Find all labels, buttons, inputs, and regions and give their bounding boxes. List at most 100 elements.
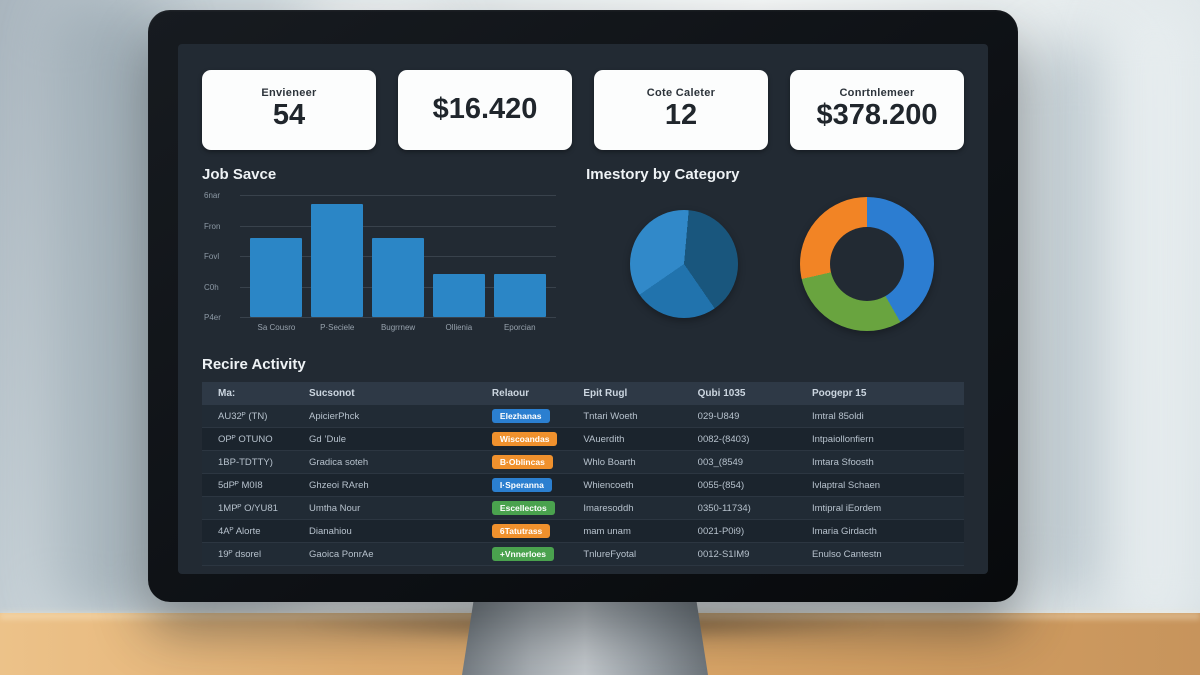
- table-row[interactable]: 19ᴾ dsorel Gaoica PonrAe +Vnnerloes TnlureF…: [202, 542, 964, 566]
- cell-epit: Whlo Boarth: [583, 456, 636, 468]
- cell-sucsonot: Ghzeoi RAreh: [309, 479, 369, 491]
- activity-table-body: AU32ᴾ (TN) ApicierPhck Elezhanas Tntari Woe…: [202, 405, 964, 566]
- cell-poogepr: Intpaiollonfiern: [811, 433, 874, 445]
- status-badge: Escellectos: [491, 501, 555, 515]
- status-badge: +Vnnerloes: [491, 547, 554, 561]
- column-header-1[interactable]: Ma:: [202, 382, 302, 405]
- table-row[interactable]: 5dPᴾ M0I8 Ghzeoi RAreh I·Speranna Whiencoet…: [202, 473, 964, 497]
- gridline: 6nar: [204, 191, 557, 200]
- cell-epit: Tntari Woeth: [583, 410, 638, 422]
- bar-plot: 6nar Fron Fovl C0h P4er: [204, 191, 557, 322]
- bar: [432, 274, 485, 317]
- y-tick-label: C0h: [204, 282, 219, 292]
- cell-epit: mam unam: [583, 525, 631, 537]
- kpi-value: $16.420: [432, 93, 538, 126]
- charts-row: Job Savce 6nar Fron Fovl C0h P4er Sa Cousro P…: [202, 166, 964, 338]
- cell-ma: 19ᴾ dsorel: [218, 548, 262, 560]
- y-tick-label: Fron: [204, 221, 221, 231]
- background-blur-shape: [1030, 40, 1120, 600]
- activity-table-title: Recire Activity: [202, 356, 306, 373]
- cell-badge: +Vnnerloes: [484, 543, 575, 566]
- kpi-value: $378.200: [816, 99, 938, 132]
- bar-chart-section: Job Savce 6nar Fron Fovl C0h P4er Sa Cousro P…: [202, 166, 560, 338]
- cell-qubi: 029-U849: [697, 410, 740, 422]
- kpi-row: Envieneer 54 $16.420 Cote Caleter 12 Con…: [202, 70, 964, 150]
- cell-ma: 4Aᴾ Alorte: [218, 525, 261, 537]
- kpi-card-cote-caleter: Cote Caleter 12: [594, 70, 768, 150]
- cell-badge: Elezhanas: [484, 405, 575, 428]
- kpi-label: Envieneer: [261, 87, 317, 100]
- cell-epit: Whiencoeth: [583, 479, 634, 491]
- table-row[interactable]: 4Aᴾ Alorte Dianahiou 6Tatutrass mam unam 002…: [202, 519, 964, 543]
- table-row[interactable]: AU32ᴾ (TN) ApicierPhck Elezhanas Tntari Woe…: [202, 405, 964, 428]
- cell-epit: Imaresoddh: [583, 502, 634, 514]
- activity-table-head: Ma: Sucsonot Relaour Epit Rugl Qubi 1035 Poog…: [202, 382, 964, 405]
- cell-sucsonot: Dianahiou: [309, 525, 352, 537]
- table-row[interactable]: OPᴾ OTUNO Gd ’Dule Wiscoandas VAuerdith 0082…: [202, 427, 964, 451]
- cell-epit: TnlureFyotal: [583, 548, 637, 560]
- monitor-stand: [462, 596, 708, 675]
- cell-epit: VAuerdith: [583, 433, 625, 445]
- pie-chart-title: Imestory by Category: [586, 166, 740, 183]
- bar-x-axis-labels: Sa Cousro P·Seciele Bugrrnew Ollienia Eporci…: [240, 323, 556, 332]
- y-tick-label: P4er: [204, 313, 221, 322]
- x-tick-label: P·Seciele: [320, 323, 355, 332]
- table-row[interactable]: 1BP-TDTTY) Gradica soteh B·Oblincas Whlo Bo…: [202, 450, 964, 474]
- cell-sucsonot: ApicierPhck: [309, 410, 360, 422]
- bar: [311, 204, 364, 317]
- column-header-2[interactable]: Sucsonot: [301, 382, 484, 405]
- column-header-4[interactable]: Epit Rugl: [575, 382, 690, 405]
- cell-badge: B·Oblincas: [484, 451, 575, 474]
- bar: [250, 237, 303, 317]
- background-blur-shape: [1110, 0, 1200, 640]
- cell-qubi: 0082-(8403): [697, 433, 750, 445]
- cell-poogepr: Imtipral iEordem: [811, 502, 882, 514]
- pie-chart: [630, 210, 739, 318]
- x-tick-label: Bugrrnew: [380, 323, 416, 332]
- kpi-value: 54: [272, 99, 306, 132]
- donut-hole: [830, 227, 905, 301]
- kpi-card-contnlemeer: Conrtnlemeer $378.200: [790, 70, 964, 150]
- activity-table-wrap: Ma: Sucsonot Relaour Epit Rugl Qubi 1035 Poog…: [202, 382, 964, 566]
- cell-poogepr: Enulso Cantestn: [811, 548, 882, 560]
- cell-ma: AU32ᴾ (TN): [218, 410, 268, 422]
- status-badge: B·Oblincas: [491, 455, 553, 469]
- cell-poogepr: Imtral 85oldi: [811, 410, 864, 422]
- column-header-5[interactable]: Qubi 1035: [689, 382, 804, 405]
- bar-chart-title: Job Savce: [202, 166, 277, 183]
- pie-chart-section: Imestory by Category: [560, 166, 964, 338]
- gridline: Fron: [204, 222, 557, 231]
- column-header-6[interactable]: Poogepr 15: [803, 382, 964, 405]
- cell-poogepr: Imtara Sfoosth: [811, 456, 874, 468]
- kpi-label: Cote Caleter: [646, 87, 716, 100]
- cell-badge: Escellectos: [484, 497, 575, 520]
- activity-table-section: Recire Activity Ma: Sucsonot Relaour Epit R…: [202, 356, 964, 566]
- cell-qubi: 003_(8549: [697, 456, 744, 468]
- column-header-3[interactable]: Relaour: [483, 382, 576, 405]
- cell-sucsonot: Gaoica PonrAe: [309, 548, 374, 560]
- y-tick-label: 6nar: [204, 191, 221, 200]
- cell-badge: I·Speranna: [484, 474, 575, 497]
- table-row[interactable]: 1MPᴾ O/YU81 Umtha Nour Escellectos Imaresod…: [202, 496, 964, 520]
- header-row: Ma: Sucsonot Relaour Epit Rugl Qubi 1035 Poog…: [202, 382, 964, 405]
- status-badge: Elezhanas: [491, 409, 550, 423]
- x-tick-label: Ollienia: [445, 323, 473, 332]
- cell-qubi: 0021-P0i9): [697, 525, 745, 537]
- cell-ma: 5dPᴾ M0I8: [218, 479, 263, 491]
- bar: [493, 274, 546, 317]
- status-badge: I·Speranna: [491, 478, 552, 492]
- kpi-card-revenue: $16.420: [398, 70, 572, 150]
- activity-table: Ma: Sucsonot Relaour Epit Rugl Qubi 1035 Poog…: [202, 382, 964, 566]
- cell-badge: 6Tatutrass: [484, 520, 575, 543]
- cell-ma: 1MPᴾ O/YU81: [218, 502, 278, 514]
- status-badge: 6Tatutrass: [491, 524, 551, 538]
- bar-series: [240, 195, 556, 317]
- cell-badge: Wiscoandas: [484, 428, 575, 451]
- cell-ma: 1BP-TDTTY): [218, 456, 273, 468]
- kpi-label: Conrtnlemeer: [839, 87, 915, 100]
- monitor-bezel: Envieneer 54 $16.420 Cote Caleter 12 Con…: [148, 10, 1018, 602]
- donut-chart: [800, 197, 935, 331]
- x-tick-label: Sa Cousro: [257, 323, 296, 332]
- cell-poogepr: Ivlaptral Schaen: [811, 479, 881, 491]
- cell-poogepr: Imaria Girdacth: [811, 525, 877, 537]
